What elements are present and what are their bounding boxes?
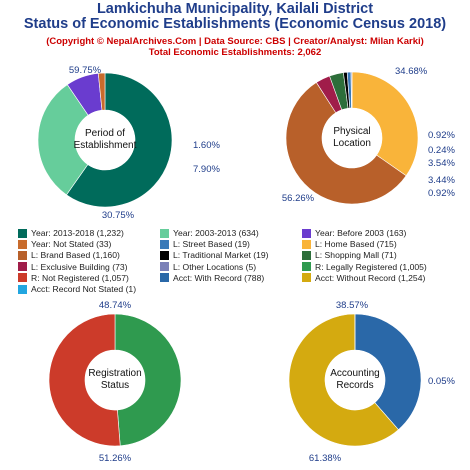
percent-label: 0.24%	[428, 145, 455, 156]
legend-label: Year: 2003-2013 (634)	[173, 228, 259, 238]
legend-label: L: Traditional Market (19)	[173, 250, 269, 261]
legend-swatch	[18, 250, 27, 260]
legend-label: L: Home Based (715)	[315, 239, 397, 250]
legend-item: L: Brand Based (1,160)	[18, 250, 120, 260]
legend-swatch	[18, 228, 27, 238]
legend-swatch	[18, 262, 27, 272]
percent-label: 34.68%	[395, 66, 428, 77]
legend-swatch	[160, 250, 169, 260]
total-establishments: Total Economic Establishments: 2,062	[148, 47, 322, 58]
percent-label: 51.26%	[99, 453, 132, 464]
donut-center-title: Status	[101, 380, 129, 391]
legend-swatch	[302, 273, 311, 283]
legend-swatch	[18, 284, 27, 294]
donut-hole	[85, 350, 145, 410]
donut-center-title: Registration	[88, 368, 141, 379]
donut-center-title: Period of	[85, 128, 125, 139]
legend-label: Year: Not Stated (33)	[31, 239, 112, 250]
donut-center-title: Records	[336, 380, 373, 391]
percent-label: 38.57%	[336, 300, 369, 311]
donut-hole	[75, 110, 135, 170]
percent-label: 61.38%	[309, 453, 342, 464]
legend-item: Acct: Without Record (1,254)	[302, 273, 425, 283]
legend-label: L: Exclusive Building (73)	[31, 261, 128, 272]
legend-item: L: Home Based (715)	[302, 239, 397, 249]
legend-label: L: Street Based (19)	[173, 239, 250, 250]
legend-item: L: Street Based (19)	[160, 239, 250, 249]
legend-swatch	[302, 262, 311, 272]
legend-label: L: Shopping Mall (71)	[315, 250, 397, 261]
percent-label: 59.75%	[69, 65, 102, 76]
legend-swatch	[160, 273, 169, 283]
legend-swatch	[160, 239, 169, 249]
legend-label: R: Legally Registered (1,005)	[315, 261, 427, 272]
donut-center-title: Physical	[333, 126, 370, 137]
legend-swatch	[160, 228, 169, 238]
legend-item: Acct: Record Not Stated (1)	[18, 284, 136, 294]
percent-label: 30.75%	[102, 210, 135, 221]
legend-item: Year: 2003-2013 (634)	[160, 228, 259, 238]
legend-item: Year: Not Stated (33)	[18, 239, 111, 249]
donut-hole	[325, 350, 385, 410]
legend-swatch	[18, 273, 27, 283]
legend-label: Year: 2013-2018 (1,232)	[31, 228, 124, 238]
percent-label: 0.92%	[428, 188, 455, 199]
percent-label: 56.26%	[282, 193, 315, 204]
legend-item: Year: 2013-2018 (1,232)	[18, 228, 124, 238]
legend-label: L: Other Locations (5)	[173, 261, 257, 272]
legend-label: R: Not Registered (1,057)	[31, 272, 129, 283]
legend-label: Acct: With Record (788)	[173, 272, 265, 283]
legend-swatch	[18, 239, 27, 249]
percent-label: 48.74%	[99, 300, 132, 311]
percent-label: 3.44%	[428, 175, 455, 186]
percent-label: 7.90%	[193, 164, 220, 175]
percent-label: 0.92%	[428, 130, 455, 141]
donut-center-title: Establishment	[74, 140, 137, 151]
legend-item: Year: Before 2003 (163)	[302, 228, 406, 238]
legend-label: L: Brand Based (1,160)	[31, 250, 120, 261]
legend-swatch	[302, 250, 311, 260]
donut-center-title: Accounting	[330, 368, 379, 379]
percent-label: 1.60%	[193, 140, 220, 151]
chart-title: Lamkichuha Municipality, Kailali Distric…	[96, 1, 374, 17]
legend-item: L: Other Locations (5)	[160, 262, 256, 272]
percent-label: 0.05%	[428, 376, 455, 387]
legend-label: Acct: Without Record (1,254)	[315, 272, 426, 283]
legend-swatch	[302, 228, 311, 238]
legend-swatch	[160, 262, 169, 272]
legend: Year: 2013-2018 (1,232) Year: 2003-2013 (…	[0, 228, 470, 298]
chart-title-line2: Status of Economic Establishments (Econo…	[23, 16, 447, 32]
donut-hole	[322, 108, 382, 168]
legend-item: R: Not Registered (1,057)	[18, 273, 129, 283]
donut-center-title: Location	[333, 138, 371, 149]
legend-swatch	[302, 239, 311, 249]
legend-item: L: Exclusive Building (73)	[18, 262, 128, 272]
copyright-subtitle: (Copyright © NepalArchives.Com | Data So…	[46, 36, 424, 47]
legend-item: Acct: With Record (788)	[160, 273, 264, 283]
legend-label: Acct: Record Not Stated (1)	[31, 284, 137, 294]
legend-item: L: Traditional Market (19)	[160, 250, 269, 260]
legend-item: L: Shopping Mall (71)	[302, 250, 397, 260]
legend-item: R: Legally Registered (1,005)	[302, 262, 427, 272]
legend-label: Year: Before 2003 (163)	[315, 228, 407, 238]
percent-label: 3.54%	[428, 158, 455, 169]
